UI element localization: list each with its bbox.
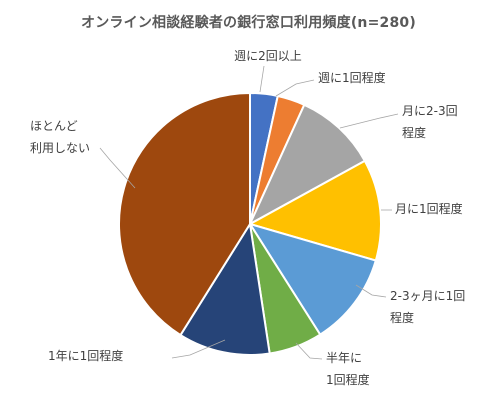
chart-title: オンライン相談経験者の銀行窓口利用頻度(n=280) <box>81 15 416 31</box>
slice-label-1: 週に2回以上 <box>234 49 302 63</box>
pie-slice-3 <box>247 103 367 227</box>
pie-slice-7 <box>179 221 271 356</box>
slice-label-3: 月に2-3回程度 <box>402 104 458 140</box>
slice-label-2: 週に1回程度 <box>318 70 386 85</box>
leader-line-5 <box>355 284 387 298</box>
slice-label-7: 1年に1回程度 <box>48 348 123 363</box>
slice-label-6: 半年に 1回程度 <box>326 351 370 387</box>
pie-slice-4 <box>247 159 383 262</box>
leader-line-7 <box>171 339 226 359</box>
leader-line-2 <box>275 79 315 97</box>
leader-line-1 <box>259 65 265 93</box>
pie-slice-8 <box>117 91 251 337</box>
leader-line-6 <box>295 342 323 360</box>
slice-label-5: 2-3ヶ月に1回程度 <box>390 289 465 325</box>
pie-slice-5 <box>247 222 378 336</box>
leader-line-8 <box>99 147 136 189</box>
slice-label-8: ほとんど利用しない <box>30 119 90 155</box>
slice-label-4: 月に1回程度 <box>395 201 463 216</box>
leader-line-3 <box>339 113 399 129</box>
